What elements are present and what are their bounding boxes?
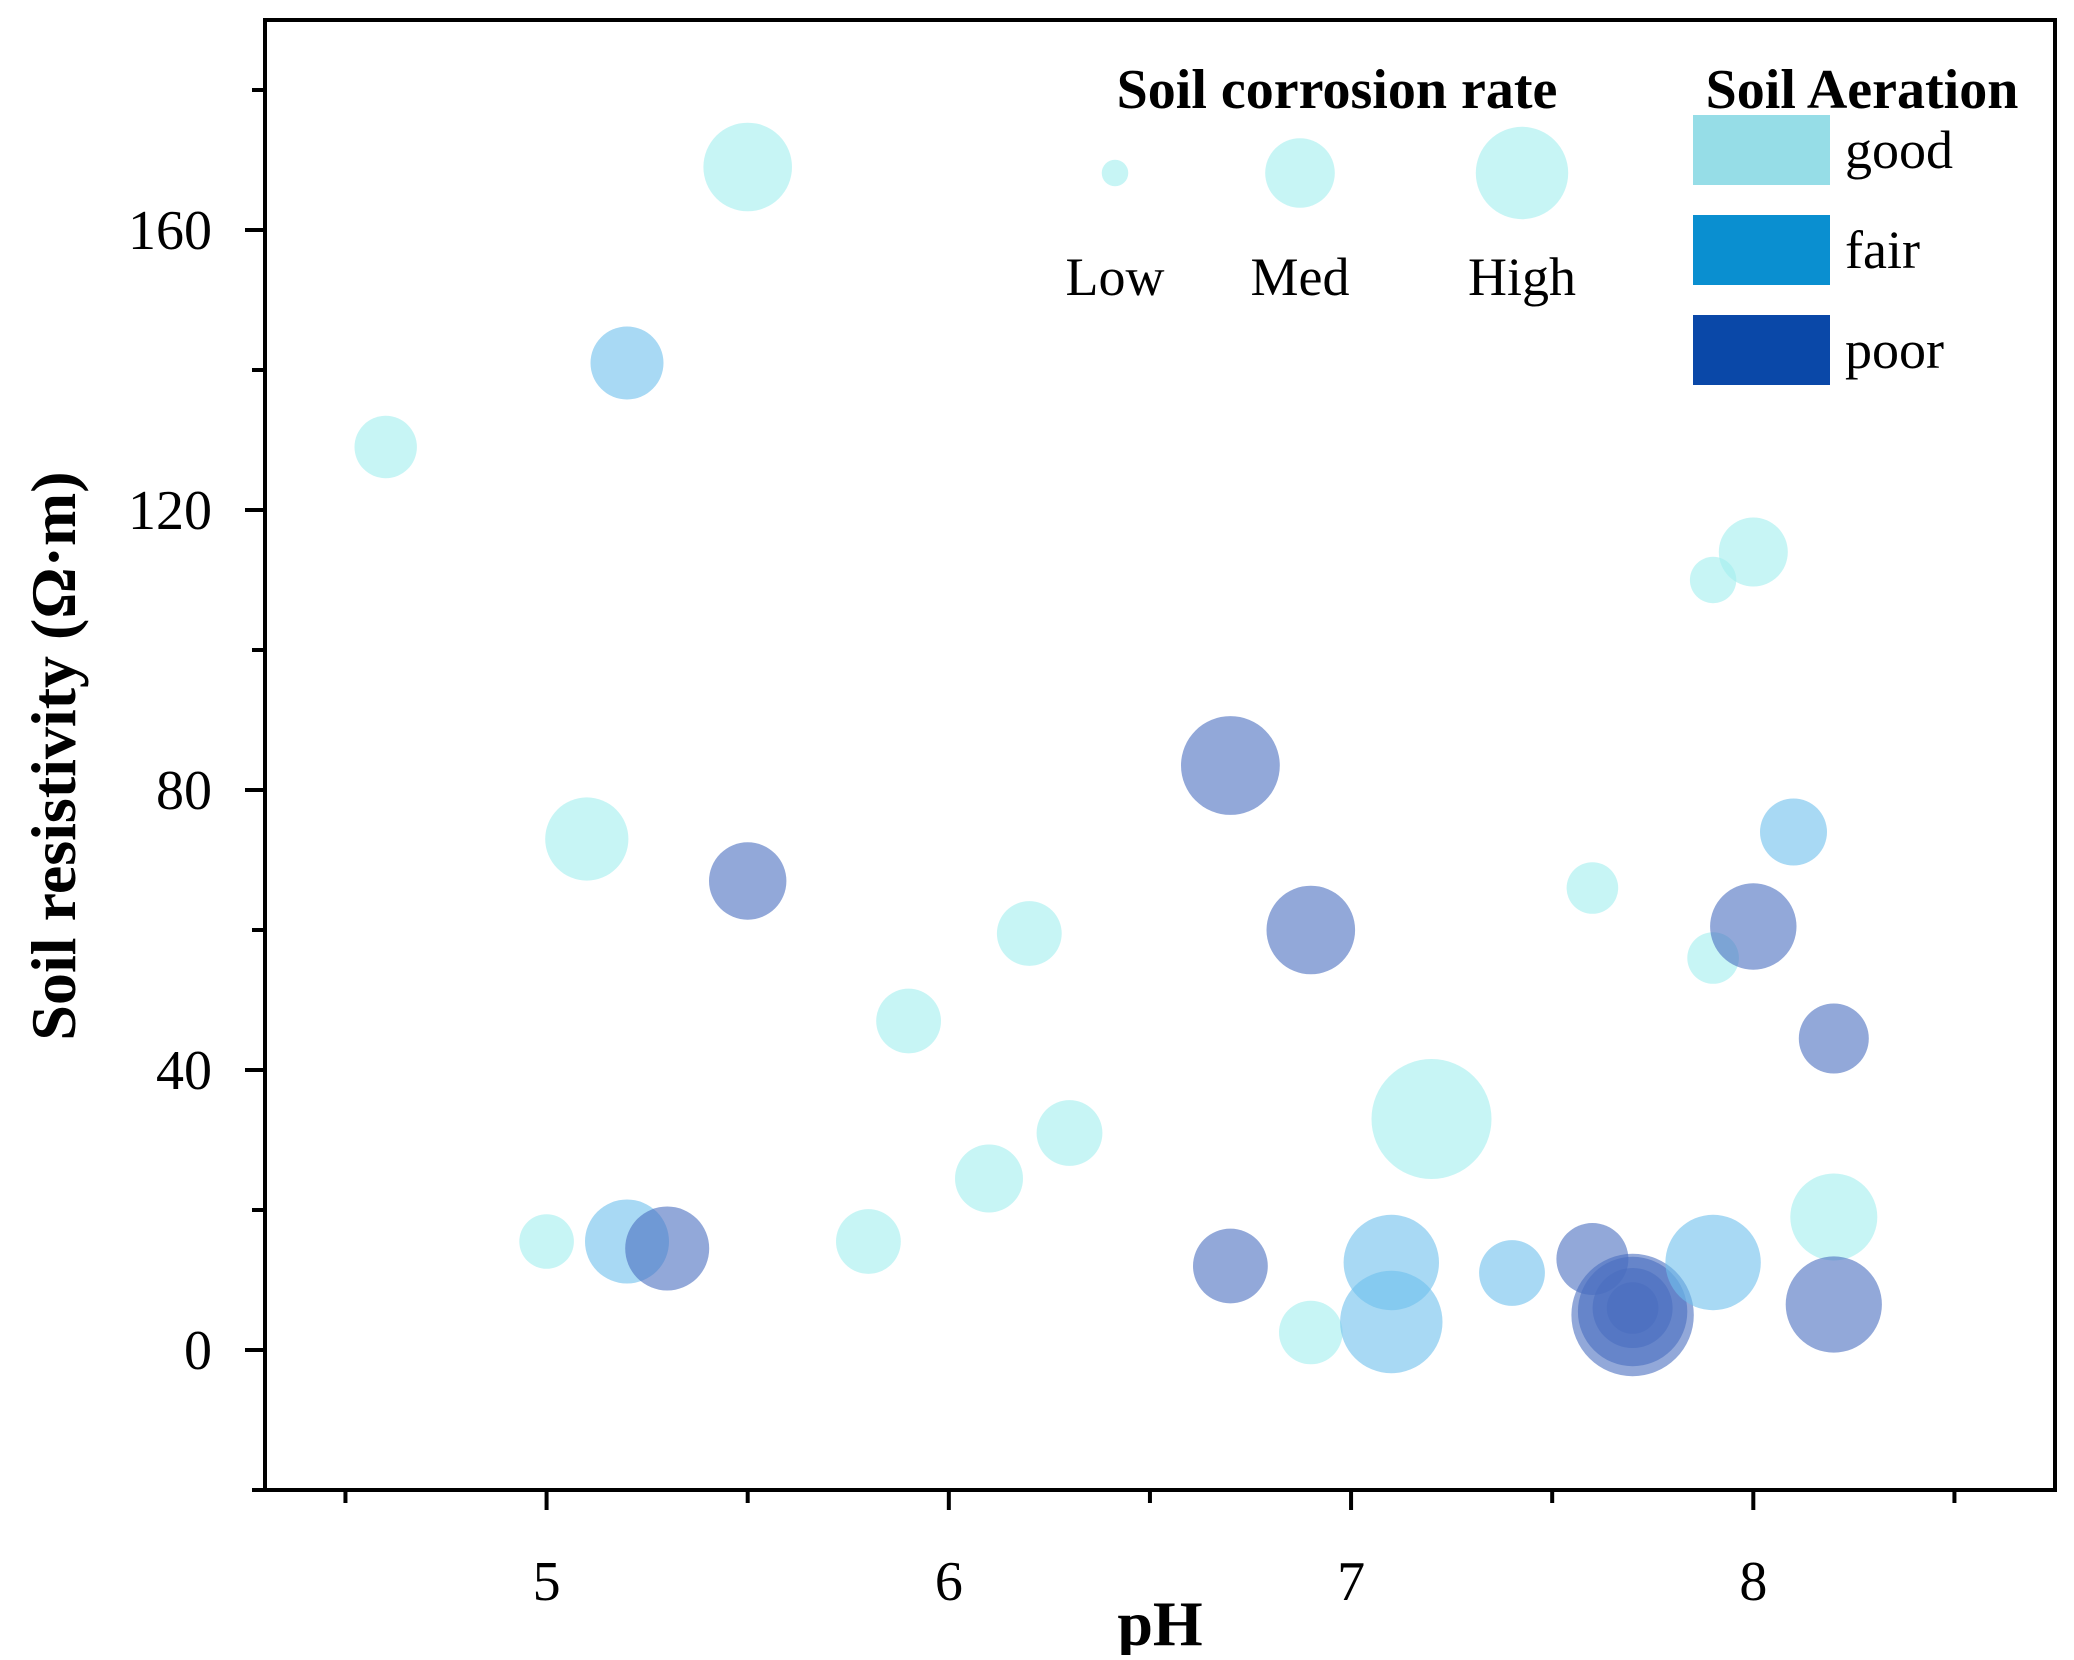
size-legend-bubble-high (1475, 126, 1569, 220)
data-point-poor (1266, 885, 1356, 975)
x-tick-label: 8 (1739, 1551, 1767, 1613)
data-point-good (1718, 517, 1788, 587)
color-legend-label: poor (1845, 320, 1944, 380)
data-point-fair (590, 326, 664, 400)
data-points (354, 122, 1882, 1377)
color-legend-swatch-fair (1693, 215, 1830, 285)
size-legend-bubble-low (1101, 159, 1129, 187)
color-legend: Soil Aeration good fair poor (1693, 59, 2018, 385)
color-legend-swatch-poor (1693, 315, 1830, 385)
size-legend-bubble-med (1265, 138, 1335, 208)
y-tick-label: 160 (128, 200, 212, 262)
x-tick-label: 5 (533, 1551, 561, 1613)
size-legend-title: Soil corrosion rate (1117, 59, 1558, 121)
data-point-poor (1606, 1282, 1659, 1334)
data-point-good (876, 988, 941, 1054)
size-legend-label: Low (1066, 247, 1165, 307)
data-point-fair (1665, 1214, 1761, 1311)
size-legend: Soil corrosion rate Low Med High (1066, 59, 1576, 307)
data-point-fair (1340, 1270, 1443, 1374)
data-point-good (1279, 1300, 1343, 1365)
data-point-good (1566, 862, 1619, 914)
data-point-fair (1479, 1240, 1545, 1306)
data-point-poor (1798, 1003, 1869, 1074)
data-point-good (519, 1214, 574, 1269)
data-point-good (996, 901, 1062, 966)
data-point-poor (709, 842, 787, 920)
data-point-good (545, 797, 629, 881)
y-tick-label: 40 (156, 1040, 212, 1102)
plot-frame (263, 18, 2057, 1492)
data-point-poor (1181, 716, 1280, 815)
data-point-poor (1785, 1256, 1882, 1353)
data-point-fair (1760, 798, 1827, 866)
color-legend-swatch-good (1693, 115, 1830, 185)
data-point-good (1790, 1173, 1878, 1261)
x-tick-label: 7 (1337, 1551, 1365, 1613)
data-point-good (703, 122, 792, 212)
size-legend-label: Med (1251, 247, 1350, 307)
data-point-poor (1193, 1228, 1268, 1304)
color-legend-label: good (1845, 120, 1953, 180)
data-point-good (1036, 1100, 1103, 1166)
x-tick-label: 6 (935, 1551, 963, 1613)
data-point-good (1371, 1059, 1492, 1179)
y-axis-title: Soil resistivity (Ω·m) (18, 471, 89, 1040)
color-legend-label: fair (1845, 220, 1920, 280)
size-legend-label: High (1468, 247, 1576, 307)
y-tick-label: 0 (184, 1320, 212, 1382)
data-point-good (836, 1209, 901, 1274)
data-point-good (955, 1144, 1023, 1213)
data-point-poor (1710, 883, 1797, 970)
y-tick-label: 80 (156, 760, 212, 822)
color-legend-title: Soil Aeration (1706, 59, 2019, 121)
data-point-good (354, 415, 417, 479)
y-tick-label: 120 (128, 480, 212, 542)
x-axis-title: pH (1117, 1588, 1202, 1655)
data-point-poor (625, 1206, 710, 1291)
